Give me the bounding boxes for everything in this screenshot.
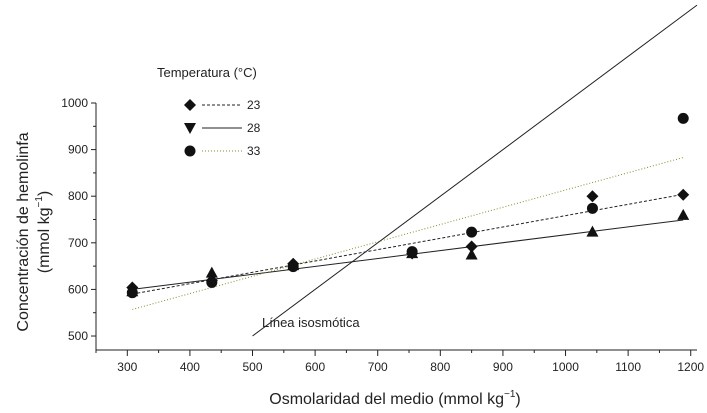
legend-marker-23 <box>184 99 196 111</box>
x-tick-label: 300 <box>117 360 137 374</box>
point-28 <box>677 208 690 220</box>
y-axis-title-line2-close: ) <box>36 191 53 196</box>
y-axis-title-line1: Concentración de hemolinfa <box>15 132 32 331</box>
point-33 <box>677 112 689 124</box>
y-tick-label: 900 <box>68 143 88 157</box>
legend-label-23: 23 <box>247 98 261 112</box>
fit-lines <box>132 4 698 337</box>
point-33 <box>466 226 478 238</box>
y-axis-title-line2-sup: −1 <box>34 196 45 208</box>
point-23 <box>465 240 478 253</box>
isosmotic-line-label: Línea isosmótica <box>262 315 360 330</box>
x-axis-title-close: ) <box>515 391 520 408</box>
point-33 <box>586 202 598 214</box>
x-tick-label: 400 <box>180 360 200 374</box>
x-axis-title: Osmolaridad del medio (mmol kg−1) <box>269 389 520 408</box>
y-tick-label: 800 <box>68 189 88 203</box>
legend-label-33: 33 <box>247 144 261 158</box>
legend: Temperatura (°C) 23 28 33 <box>157 65 261 158</box>
point-33 <box>287 261 299 273</box>
isosmotic-line <box>252 4 698 337</box>
point-28 <box>205 266 218 278</box>
legend-label-28: 28 <box>247 121 261 135</box>
legend-marker-33 <box>184 145 196 157</box>
point-23 <box>677 188 690 201</box>
x-tick-label: 800 <box>430 360 450 374</box>
point-28 <box>586 225 599 237</box>
point-33 <box>126 287 138 299</box>
y-tick-label: 700 <box>68 236 88 250</box>
point-23 <box>586 190 599 203</box>
x-tick-label: 1200 <box>677 360 704 374</box>
x-axis-title-sup: −1 <box>504 389 516 400</box>
y-axis-title: Concentración de hemolinfa (mmol kg−1) <box>15 132 53 331</box>
y-axis-title-line2-main: (mmol kg <box>36 207 53 273</box>
point-33 <box>406 246 418 258</box>
y-tick-label: 500 <box>68 329 88 343</box>
point-33 <box>206 276 218 288</box>
axes: 300 400 500 600 700 800 900 1000 1100 1200 500 600 7… <box>61 96 704 374</box>
point-28 <box>465 248 478 260</box>
x-tick-label: 1000 <box>552 360 579 374</box>
x-tick-label: 600 <box>305 360 325 374</box>
legend-marker-28 <box>184 123 196 134</box>
x-tick-label: 700 <box>368 360 388 374</box>
y-axis-title-line2: (mmol kg−1) <box>34 191 53 274</box>
x-tick-label: 1100 <box>615 360 641 374</box>
y-tick-label: 1000 <box>61 96 88 110</box>
x-tick-label: 500 <box>242 360 262 374</box>
x-tick-label: 900 <box>493 360 513 374</box>
x-axis-title-main: Osmolaridad del medio (mmol kg <box>269 391 504 408</box>
legend-title: Temperatura (°C) <box>157 65 257 80</box>
y-tick-label: 600 <box>68 282 88 296</box>
data-markers <box>126 112 690 299</box>
fit-line-33 <box>132 157 684 310</box>
